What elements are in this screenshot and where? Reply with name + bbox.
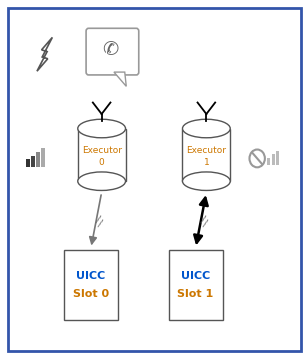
- FancyBboxPatch shape: [86, 28, 139, 75]
- Text: Slot 1: Slot 1: [177, 289, 214, 299]
- Bar: [276, 151, 279, 165]
- Text: ✆: ✆: [103, 40, 119, 59]
- Text: UICC: UICC: [181, 271, 210, 281]
- Bar: [26, 159, 30, 167]
- Bar: [41, 148, 45, 167]
- Text: UICC: UICC: [76, 271, 105, 281]
- Bar: [182, 129, 230, 181]
- Bar: [36, 152, 40, 167]
- Text: /: /: [199, 215, 206, 226]
- Bar: [267, 158, 270, 165]
- Ellipse shape: [182, 172, 230, 190]
- Polygon shape: [114, 72, 126, 87]
- Text: Executor
0: Executor 0: [82, 146, 122, 167]
- Bar: [64, 250, 118, 320]
- Bar: [31, 156, 35, 167]
- Bar: [272, 154, 275, 165]
- Bar: [169, 250, 222, 320]
- Ellipse shape: [182, 119, 230, 138]
- Bar: [78, 129, 126, 181]
- Ellipse shape: [78, 119, 126, 138]
- Text: Slot 0: Slot 0: [73, 289, 109, 299]
- Text: /: /: [95, 215, 101, 226]
- Ellipse shape: [78, 172, 126, 190]
- Text: /: /: [202, 219, 208, 229]
- Text: /: /: [97, 219, 103, 229]
- Polygon shape: [37, 37, 52, 71]
- Text: Executor
1: Executor 1: [186, 146, 226, 167]
